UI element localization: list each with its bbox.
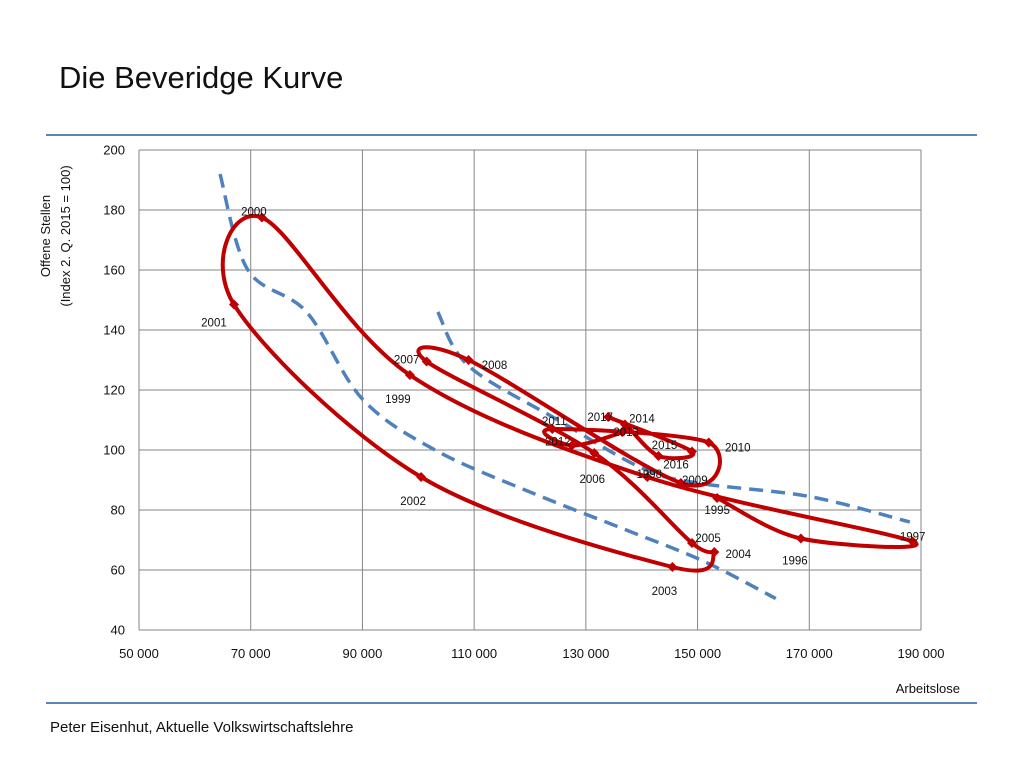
x-tick-label: 70 000 — [231, 646, 271, 661]
data-label-year: 2016 — [663, 460, 689, 472]
data-point-marker — [686, 538, 697, 548]
x-tick-label: 90 000 — [343, 646, 383, 661]
x-tick-label: 170 000 — [786, 646, 833, 661]
data-point-marker — [653, 451, 664, 461]
data-label-year: 2009 — [682, 475, 708, 487]
y-tick-label: 60 — [111, 563, 125, 578]
data-label-year: 2017 — [587, 412, 613, 424]
data-point-marker — [603, 412, 614, 422]
data-label-year: 2002 — [400, 496, 426, 508]
tick-labels: 50 000 70 000 90 000 110 000 130 000 150 000 1… — [103, 143, 944, 662]
data-label-year: 2005 — [695, 533, 721, 545]
data-point-marker — [566, 440, 577, 451]
y-axis-title-line2: (Index 2. Q. 2015 = 100) — [58, 165, 73, 306]
x-tick-label: 150 000 — [674, 646, 721, 661]
data-point-marker — [795, 533, 806, 544]
data-point-marker — [589, 448, 600, 458]
data-label-year: 2013 — [613, 427, 639, 439]
data-label-year: 2012 — [545, 437, 571, 449]
grid — [138, 149, 922, 631]
data-markers — [228, 212, 918, 572]
y-tick-label: 40 — [111, 623, 125, 638]
year-labels: 1995 1996 1997 1998 1999 2000 2001 2002 2003 2004… — [201, 207, 925, 599]
data-label-year: 2007 — [394, 355, 420, 367]
y-tick-label: 200 — [103, 143, 125, 158]
data-label-year: 2008 — [482, 360, 508, 372]
data-label-year: 2010 — [725, 443, 751, 455]
data-point-marker — [463, 355, 474, 365]
trendline — [218, 173, 777, 601]
y-tick-label: 80 — [111, 503, 125, 518]
x-tick-label: 50 000 — [119, 646, 159, 661]
series-curve — [220, 213, 919, 573]
data-point-marker — [907, 536, 918, 547]
data-point-marker — [547, 424, 558, 434]
data-point-marker — [619, 419, 630, 430]
data-point-marker — [421, 356, 432, 367]
y-tick-label: 120 — [103, 383, 125, 398]
data-label-year: 2014 — [629, 414, 655, 426]
y-axis-title-line1: Offene Stellen — [38, 195, 53, 277]
data-label-year: 2001 — [201, 318, 227, 330]
data-label-year: 2000 — [241, 207, 267, 219]
data-label-year: 2015 — [652, 440, 678, 452]
data-label-year: 2006 — [579, 474, 605, 486]
data-point-marker — [617, 427, 628, 437]
trendlines — [218, 173, 911, 601]
data-label-year: 1998 — [637, 469, 663, 481]
x-tick-label: 110 000 — [451, 646, 497, 661]
footer-credit: Peter Eisenhut, Aktuelle Volkswirtschaft… — [50, 719, 354, 736]
x-tick-label: 130 000 — [562, 646, 609, 661]
data-point-marker — [404, 370, 415, 380]
data-point-marker — [686, 446, 697, 457]
data-point-marker — [416, 472, 427, 482]
data-point-marker — [256, 212, 267, 223]
y-tick-label: 100 — [103, 443, 125, 458]
x-axis-title: Arbeitslose — [896, 681, 960, 696]
data-label-year: 1997 — [900, 532, 926, 544]
beveridge-chart: 1995199619971998199920002001200220032004… — [38, 143, 960, 697]
data-point-marker — [228, 299, 239, 310]
data-point-marker — [703, 437, 714, 448]
data-point-marker — [675, 478, 686, 488]
data-point-marker — [642, 472, 653, 482]
slide-title: Die Beveridge Kurve — [59, 60, 344, 95]
x-tick-label: 190 000 — [898, 646, 945, 661]
data-label-year: 2004 — [726, 549, 752, 561]
y-tick-label: 140 — [103, 323, 125, 338]
y-tick-label: 160 — [103, 263, 125, 278]
data-label-year: 1995 — [704, 505, 730, 517]
data-point-marker — [709, 547, 720, 557]
data-label-year: 2003 — [652, 586, 678, 598]
bottom-rule — [46, 702, 977, 704]
series-line — [220, 213, 919, 573]
top-rule — [46, 134, 977, 136]
data-point-marker — [667, 562, 678, 572]
trendline — [436, 311, 911, 524]
data-point-marker — [712, 493, 723, 503]
data-label-year: 2011 — [542, 416, 567, 428]
y-tick-label: 180 — [103, 203, 125, 218]
data-label-year: 1999 — [385, 394, 411, 406]
data-label-year: 1996 — [782, 556, 808, 568]
